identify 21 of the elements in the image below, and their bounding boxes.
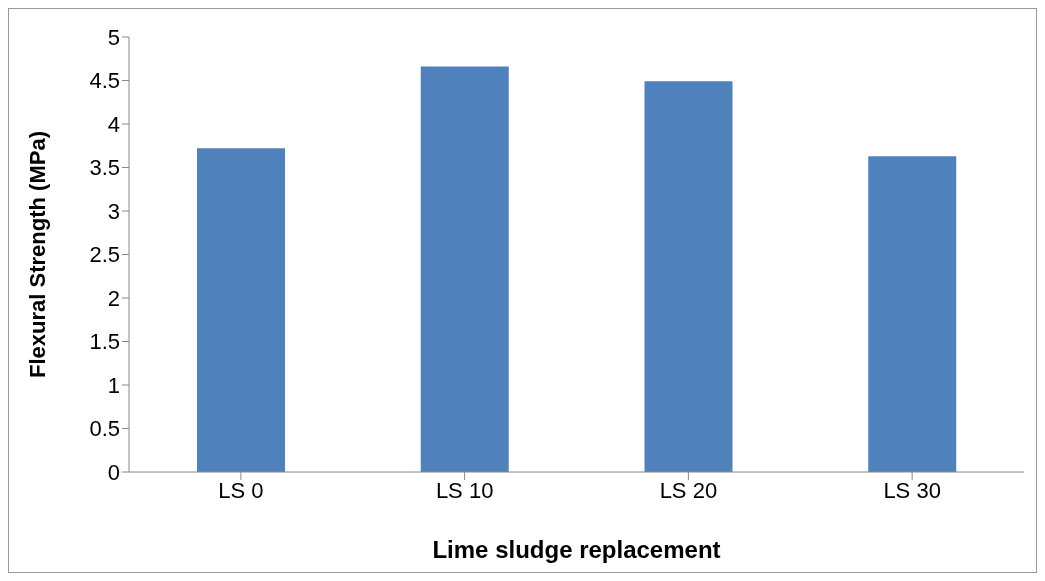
y-tick-label: 4: [107, 111, 120, 137]
x-tick-label: LS 20: [659, 477, 718, 503]
y-tick-label: 3: [107, 198, 120, 224]
x-tick-label: LS 30: [883, 477, 941, 503]
y-tick-label: 1.5: [89, 329, 120, 355]
y-tick-label: 5: [107, 24, 120, 50]
x-axis-title: Lime sludge replacement: [432, 536, 721, 563]
y-tick-label: 2.5: [89, 242, 120, 268]
y-tick-label: 0: [107, 459, 120, 485]
x-tick-label: LS 0: [218, 477, 264, 503]
y-tick-label: 0.5: [89, 416, 120, 442]
y-tick-label: 2: [107, 285, 120, 311]
y-tick-label: 3.5: [89, 155, 120, 181]
bar: [868, 156, 957, 472]
bar: [644, 81, 733, 472]
y-tick-label: 4.5: [89, 68, 120, 94]
y-axis-title: Flexural Strength (MPa): [24, 131, 50, 378]
bar: [420, 66, 509, 472]
bar: [197, 148, 285, 472]
y-tick-label: 1: [107, 372, 120, 398]
x-tick-label: LS 10: [435, 477, 494, 503]
